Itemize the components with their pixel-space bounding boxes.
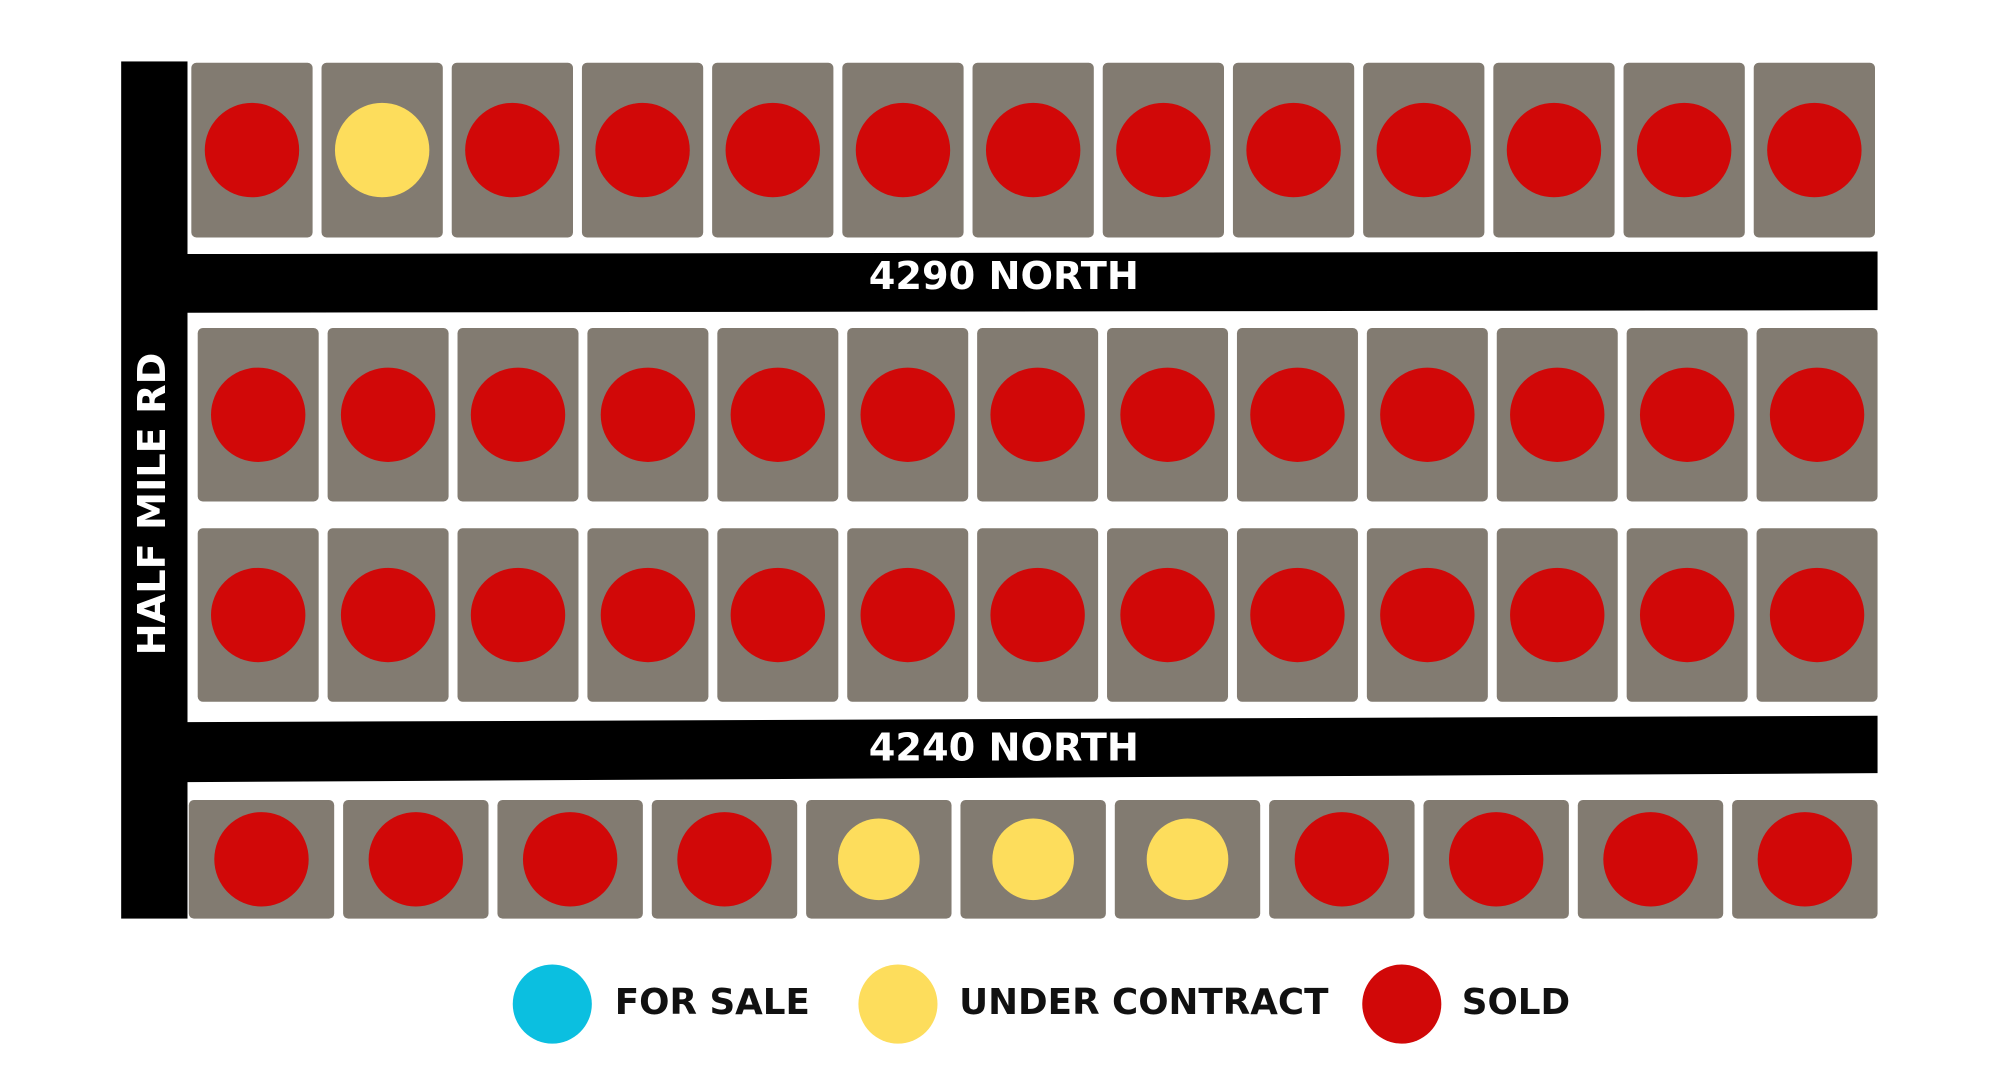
lot-status [1769,367,1865,462]
lot-status [1380,567,1475,663]
lot-status [855,102,951,198]
lot-status [1510,367,1605,462]
lot-status [1120,367,1215,462]
legend-swatch [858,964,938,1044]
lot-status [985,102,1081,198]
road-label: 4240 NORTH [869,726,1139,771]
legend-label: FOR SALE [615,982,810,1023]
lot-status [210,567,306,663]
lot-status [990,367,1085,462]
lot-status [677,812,772,907]
lot-status [1376,102,1471,198]
legend-label: SOLD [1462,982,1570,1023]
lot-status [730,367,826,462]
lot-status [1506,102,1602,198]
lot-status [214,812,309,907]
lot-status [990,567,1085,663]
legend: FOR SALE UNDER CONTRACT SOLD [512,964,1570,1044]
lot-status [992,818,1074,901]
legend-label: UNDER CONTRACT [959,982,1329,1023]
lot-status [470,367,566,462]
lot-status [334,102,430,198]
lot-status [1146,818,1229,901]
lot-status [1769,567,1865,663]
lot-status [1636,102,1732,198]
lot-status [600,367,696,462]
lot-status [1603,812,1698,907]
lot-status [368,812,464,907]
lot-status [522,812,618,907]
road [187,251,1878,313]
lot-status [1757,812,1853,907]
lot-status [1116,102,1211,198]
lot-status [838,818,920,901]
road-label: HALF MILE RD [130,353,175,656]
lot-status [1246,102,1341,198]
lot-status [595,102,690,198]
road [187,715,1878,783]
lot-status [1120,567,1215,663]
lot-status [470,567,566,663]
legend-swatch [512,964,592,1044]
lot-status [1448,812,1544,907]
lots [188,62,1878,919]
lot-status [1510,567,1605,663]
legend-swatch [1362,964,1442,1044]
lot-status [1294,812,1390,907]
lot-status [1767,102,1862,198]
lot-status [340,567,436,663]
lot-status [1639,567,1735,663]
lot-status [210,367,306,462]
road [121,61,188,919]
lot-status [725,102,820,198]
lot-status [600,567,696,663]
lot-status [465,102,560,198]
lot-status [860,367,955,462]
lot-status [340,367,436,462]
lot-status [1639,367,1735,462]
lot-status [204,102,300,198]
lot-status [860,567,955,663]
lot-status [730,567,826,663]
lot-status [1250,567,1345,663]
lot-status [1380,367,1475,462]
road-label: 4290 NORTH [869,254,1139,299]
lot-status [1250,367,1345,462]
